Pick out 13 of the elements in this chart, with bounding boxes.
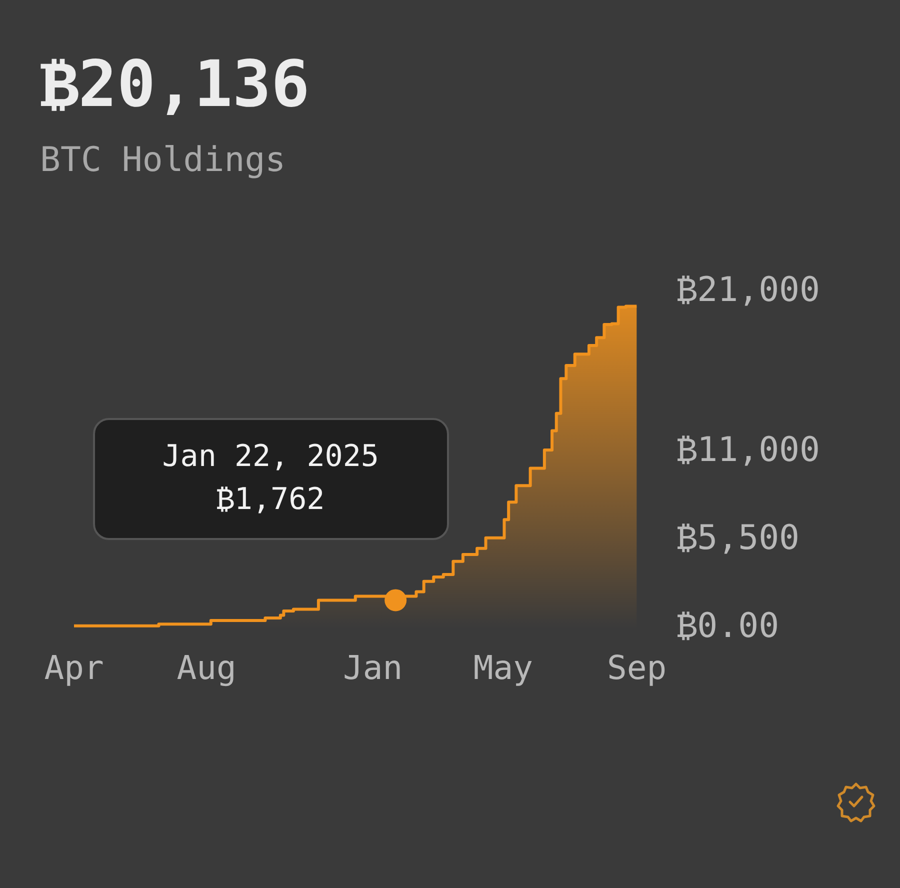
x-tick-label: Aug [176, 648, 236, 687]
x-tick-label: May [473, 648, 533, 687]
y-tick-label: ₿5,500 [676, 518, 800, 558]
x-tick-label: Apr [44, 648, 104, 687]
chart-subtitle: BTC Holdings [40, 140, 286, 180]
y-tick-label: ₿11,000 [676, 430, 820, 470]
y-tick-label: ₿21,000 [676, 270, 820, 310]
annotation: Jan 22, 2025 ₿1,762 [162, 439, 379, 520]
tooltip: Jan 22, 2025 ₿1,762 [92, 418, 449, 540]
x-tick-label: Sep [606, 648, 667, 687]
y-tick-label: ₿0.00 [676, 606, 780, 646]
chart-title: ₿20,136 [40, 48, 310, 124]
x-tick-label: Jan [342, 648, 403, 687]
